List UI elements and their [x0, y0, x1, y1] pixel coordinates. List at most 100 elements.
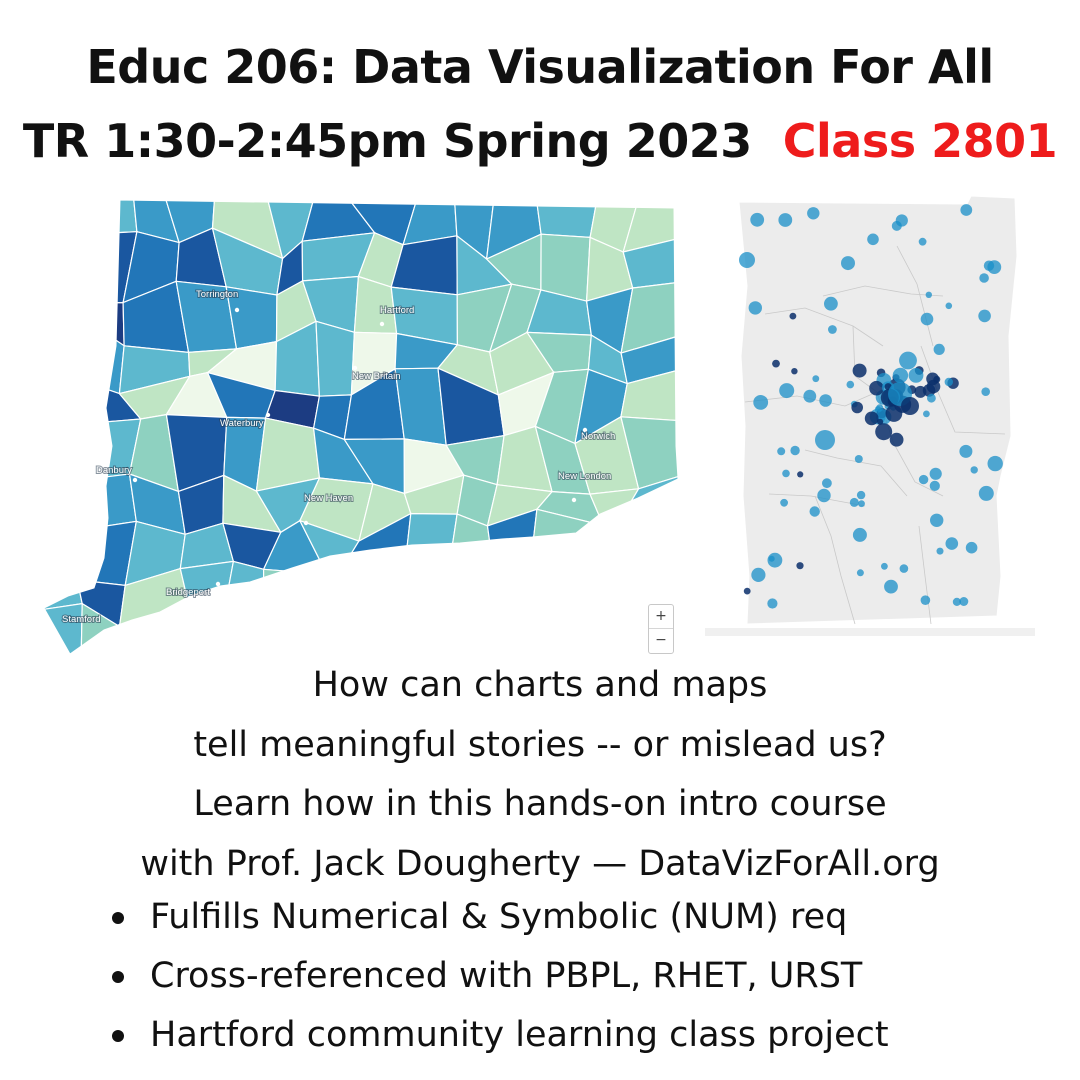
location-dot: [782, 469, 790, 478]
city-label-new-britain: New Britain: [352, 371, 401, 382]
town-tile: [263, 568, 328, 620]
town-tile: [620, 281, 678, 354]
schedule-text: TR 1:30-2:45pm Spring 2023: [22, 114, 752, 168]
town-tile: [535, 200, 599, 239]
location-dot: [779, 383, 795, 399]
location-dot: [925, 291, 932, 298]
city-label-norwich: Norwich: [581, 431, 615, 442]
connecticut-choropleth-map: Torrington Hartford New Britain Waterbur…: [43, 199, 679, 655]
course-description: How can charts and maps tell meaningful …: [0, 656, 1080, 894]
feature-item: Cross-referenced with PBPL, RHET, URST: [108, 947, 889, 1006]
town-tile: [490, 555, 531, 617]
course-title: Educ 206: Data Visualization For All: [86, 40, 994, 94]
location-dot: [772, 359, 780, 368]
location-dot: [965, 541, 978, 554]
location-dot: [978, 309, 991, 323]
location-dot: [960, 204, 973, 216]
class-number: Class 2801: [782, 114, 1058, 168]
location-dot: [767, 598, 778, 609]
feature-item: Fulfills Numerical & Symbolic (NUM) req: [108, 888, 889, 947]
location-dot: [877, 418, 884, 425]
location-dot: [959, 597, 969, 606]
feature-item: Hartford community learning class projec…: [108, 1006, 889, 1065]
location-dot: [908, 368, 924, 383]
location-dot: [750, 212, 765, 227]
location-dot: [920, 312, 934, 326]
location-dot: [929, 467, 942, 480]
location-dot: [748, 301, 762, 315]
location-dot: [824, 296, 838, 311]
location-dot: [881, 562, 888, 570]
town-tile: [44, 324, 95, 397]
location-dot: [822, 478, 832, 489]
location-dot: [856, 569, 864, 577]
town-tile: [346, 560, 419, 635]
location-dot: [796, 562, 804, 570]
bullet-icon: [112, 971, 124, 983]
description-line-2: tell meaningful stories -- or mislead us…: [193, 724, 887, 765]
course-schedule: TR 1:30-2:45pm Spring 2023 Class 2801: [0, 114, 1080, 168]
town-tile: [620, 334, 678, 385]
location-dot: [981, 387, 990, 396]
location-dot: [945, 537, 959, 550]
town-tile: [528, 573, 588, 628]
location-dot: [923, 410, 930, 418]
feature-list: Fulfills Numerical & Symbolic (NUM) req …: [108, 888, 889, 1065]
city-label-danbury: Danbury: [96, 465, 132, 476]
hartford-dot-map: [705, 196, 1035, 636]
city-dot-new-britain: [352, 365, 358, 371]
location-dot: [927, 393, 936, 403]
city-label-torrington: Torrington: [196, 289, 238, 300]
city-dot-new-haven: [303, 520, 309, 526]
location-dot: [884, 579, 898, 594]
location-dot: [944, 377, 953, 387]
location-dot: [889, 432, 904, 447]
town-tile: [44, 423, 78, 483]
bullet-icon: [112, 1030, 124, 1042]
location-dot: [852, 363, 867, 378]
location-dot: [854, 455, 863, 463]
zoom-in-button[interactable]: +: [655, 608, 667, 624]
city-label-new-london: New London: [558, 471, 611, 482]
town-tile: [576, 558, 648, 635]
location-dot: [819, 394, 832, 407]
town-tile: [44, 228, 87, 305]
zoom-out-button[interactable]: −: [649, 628, 673, 652]
city-label-new-haven: New Haven: [304, 493, 353, 504]
town-tile: [315, 320, 356, 397]
location-dot: [815, 430, 835, 450]
city-dot-new-london: [571, 497, 577, 503]
description-line-4: with Prof. Jack Dougherty — DataVizForAl…: [140, 843, 940, 884]
location-dot: [979, 273, 989, 283]
location-dot: [885, 405, 903, 422]
city-dot-norwich: [582, 427, 588, 433]
location-dot: [959, 444, 973, 458]
town-tile: [44, 382, 90, 427]
location-dot: [803, 389, 817, 403]
location-dot: [918, 474, 929, 485]
location-dot: [790, 445, 800, 456]
location-dot: [812, 375, 820, 383]
location-dot: [778, 213, 793, 227]
city-dot-danbury: [132, 477, 138, 483]
town-tile: [622, 237, 678, 289]
town-tile: [84, 200, 138, 235]
location-dot: [856, 490, 866, 500]
location-dot: [952, 597, 961, 606]
location-dot: [895, 214, 908, 227]
city-label-waterbury: Waterbury: [220, 418, 264, 429]
town-tile: [69, 473, 137, 528]
town-tile: [620, 416, 678, 490]
location-dot: [753, 395, 769, 410]
location-dot: [970, 466, 978, 474]
location-dot: [899, 351, 917, 370]
description-line-3: Learn how in this hands-on intro course: [193, 784, 887, 824]
location-dot: [978, 485, 994, 501]
location-dot: [809, 506, 820, 517]
location-dot: [849, 497, 859, 507]
location-dot: [780, 498, 788, 507]
town-tile: [44, 470, 103, 528]
city-markers: Torrington Hartford New Britain Waterbur…: [61, 288, 616, 636]
location-dot: [864, 411, 879, 426]
location-dot: [869, 380, 884, 396]
